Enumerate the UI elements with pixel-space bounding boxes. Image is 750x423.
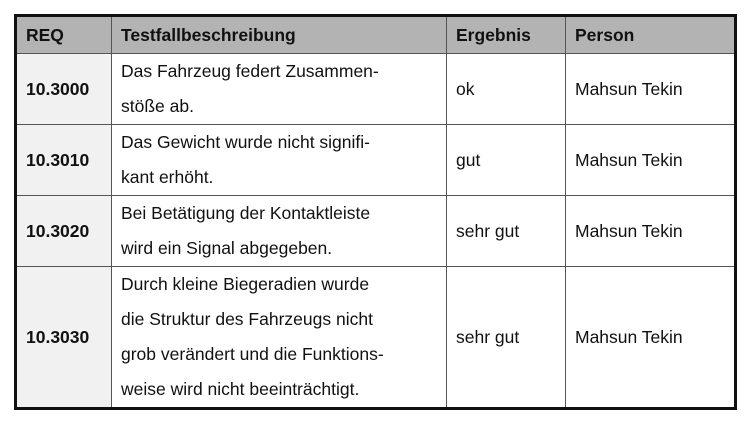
result: sehr gut (446, 266, 566, 409)
req-id: 10.3020 (15, 195, 112, 267)
table-row: 10.3020 Bei Betätigung der Kontaktleiste… (15, 195, 736, 267)
table-row: 10.3010 Das Gewicht wurde nicht signifi-… (15, 124, 736, 196)
result: gut (446, 124, 566, 196)
table-row: 10.3000 Das Fahrzeug federt Zusammen-stö… (15, 53, 736, 125)
description-line: Das Gewicht wurde nicht signifi- (121, 132, 370, 152)
req-id: 10.3010 (15, 124, 112, 196)
description-line: wird ein Signal abgegeben. (121, 238, 333, 258)
req-id: 10.3000 (15, 53, 112, 125)
description: Bei Betätigung der Kontaktleiste wird ein… (111, 195, 447, 267)
header-row: REQ Testfallbeschreibung Ergebnis Person (15, 15, 736, 54)
person: Mahsun Tekin (565, 266, 736, 409)
description: Durch kleine Biegeradien wurde die Strukt… (111, 266, 447, 409)
description-line: grob verändert und die Funktions- (121, 344, 384, 364)
description: Das Fahrzeug federt Zusammen-stöße ab. (111, 53, 447, 125)
result: sehr gut (446, 195, 566, 267)
description-line: Durch kleine Biegeradien wurde (121, 274, 370, 294)
req-id: 10.3030 (15, 266, 112, 409)
description-line: Das Fahrzeug federt Zusammen- (121, 61, 379, 81)
person: Mahsun Tekin (565, 124, 736, 196)
description-line: die Struktur des Fahrzeugs nicht (121, 309, 373, 329)
result: ok (446, 53, 566, 125)
header-result: Ergebnis (446, 15, 566, 54)
header-person: Person (565, 15, 736, 54)
description: Das Gewicht wurde nicht signifi-kant erh… (111, 124, 447, 196)
table-row: 10.3030 Durch kleine Biegeradien wurde di… (15, 266, 736, 409)
header-description: Testfallbeschreibung (111, 15, 447, 54)
header-req: REQ (15, 15, 112, 54)
description-line: Bei Betätigung der Kontaktleiste (121, 203, 371, 223)
test-results-table: REQ Testfallbeschreibung Ergebnis Person… (14, 14, 737, 410)
description-line: stöße ab. (121, 96, 194, 116)
description-line: kant erhöht. (121, 167, 214, 187)
description-line: weise wird nicht beeinträchtigt. (121, 379, 360, 399)
person: Mahsun Tekin (565, 195, 736, 267)
person: Mahsun Tekin (565, 53, 736, 125)
